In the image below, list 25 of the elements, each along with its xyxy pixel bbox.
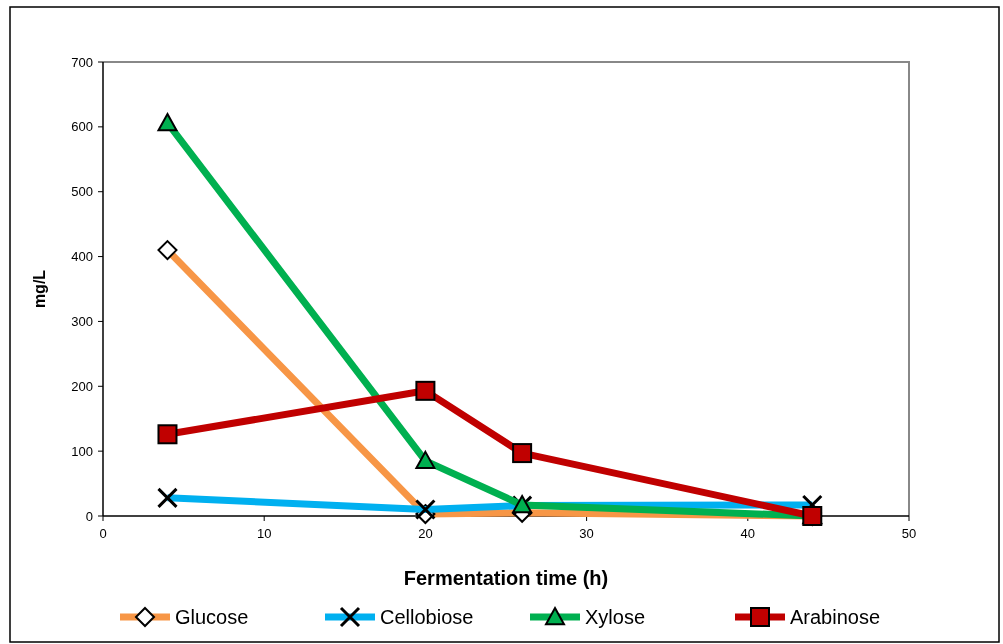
legend-label: Cellobiose [380,606,474,628]
y-tick-label: 400 [71,249,93,265]
y-tick-label: 600 [71,119,93,135]
legend-label: Xylose [585,606,646,628]
x-tick-label: 40 [740,526,756,541]
point [512,443,533,464]
y-tick-label: 200 [71,378,93,394]
legend-label: Glucose [175,606,249,628]
y-tick-label: 100 [71,443,93,459]
y-tick-label: 700 [71,54,93,70]
x-tick-label: 50 [901,526,917,541]
x-tick-label: 30 [579,526,594,541]
point [415,450,436,470]
y-tick-label: 300 [71,313,93,329]
y-tick-label: 0 [85,508,93,524]
y-axis-title: mg/L [31,269,48,309]
legend-label: Arabinose [790,606,881,628]
x-axis-title: Fermentation time (h) [403,567,609,589]
point [157,424,178,445]
point [415,380,436,401]
point [157,112,178,132]
x-tick-label: 20 [418,526,433,541]
y-tick-label: 500 [71,184,93,200]
x-tick-label: 0 [99,526,107,541]
x-tick-label: 10 [256,526,272,541]
